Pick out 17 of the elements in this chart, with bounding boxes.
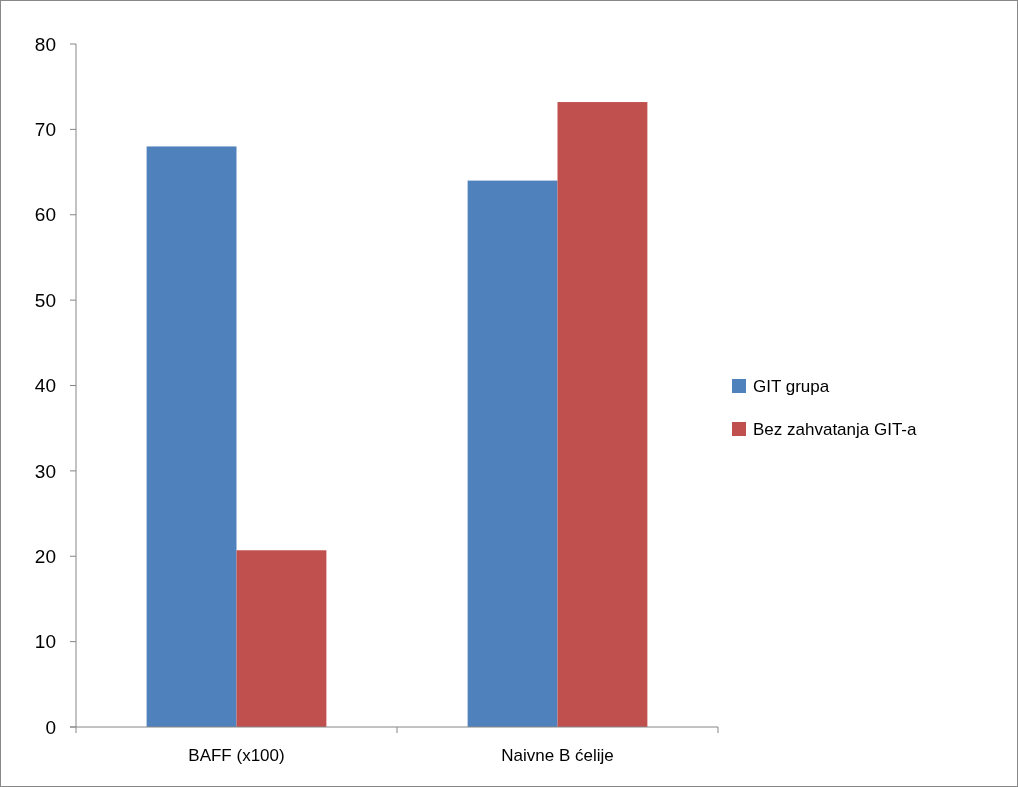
x-tick-label: Naivne B ćelije [501, 746, 614, 765]
y-tick-label: 70 [34, 119, 56, 141]
bar [236, 550, 327, 727]
y-tick-label: 10 [34, 631, 56, 653]
y-tick-label: 0 [45, 716, 56, 738]
y-tick-label: 50 [34, 289, 56, 311]
bar [557, 102, 648, 727]
y-tick-label: 60 [34, 204, 56, 226]
x-tick-label: BAFF (x100) [188, 746, 285, 765]
legend-label: GIT grupa [753, 376, 830, 396]
y-tick-label: 30 [34, 460, 56, 482]
y-tick-label: 20 [34, 545, 56, 567]
bar [146, 146, 237, 727]
y-tick-label: 40 [34, 375, 56, 397]
bar [467, 180, 558, 727]
y-tick-label: 80 [34, 33, 56, 55]
legend-label: Bez zahvatanja GIT-a [753, 419, 918, 439]
